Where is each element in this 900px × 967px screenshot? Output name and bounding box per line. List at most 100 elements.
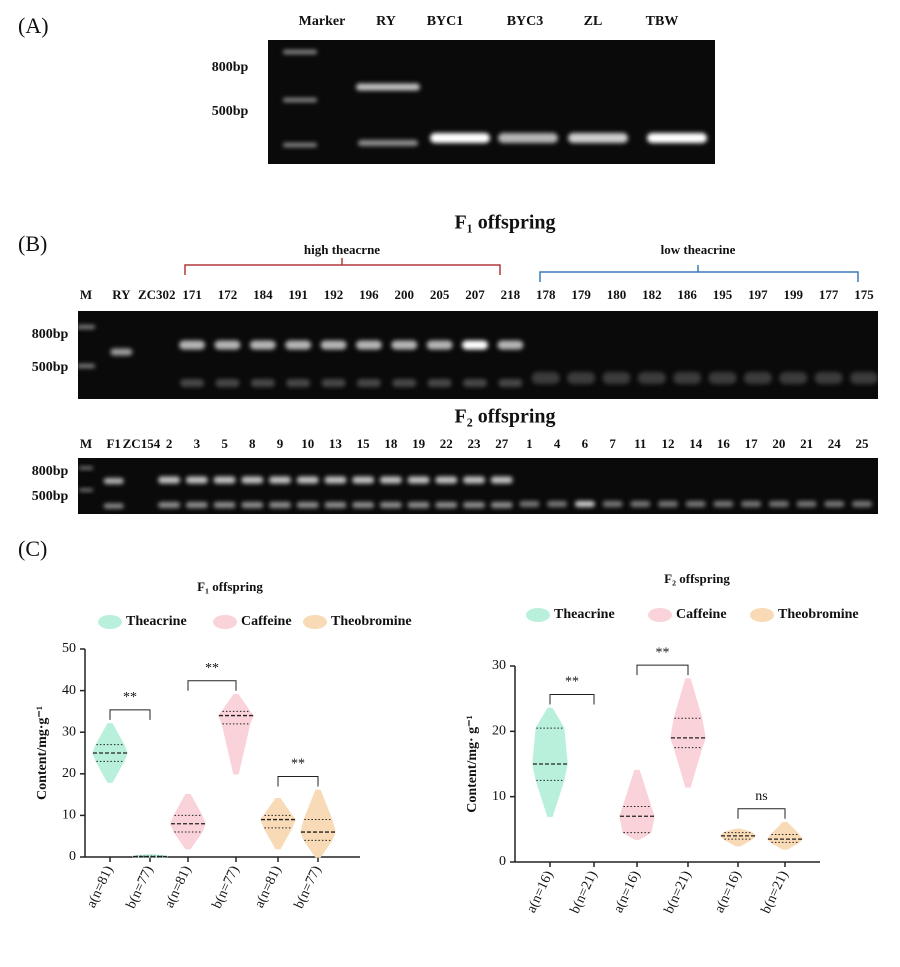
- group-bracket: [184, 258, 501, 275]
- gel-band: [435, 476, 458, 484]
- x-tick-label: b(n=21): [662, 868, 695, 916]
- legend-label: Theobromine: [331, 614, 412, 629]
- gel-band: [320, 340, 347, 350]
- y-tick-label: 20: [492, 724, 506, 739]
- gel-band: [103, 503, 124, 509]
- gel-band: [435, 502, 458, 508]
- x-tick-label: a(n=16): [524, 868, 557, 915]
- gel-band: [850, 372, 878, 384]
- gel-band: [685, 501, 706, 507]
- gel-band: [213, 502, 236, 508]
- lane-label: 197: [748, 287, 768, 302]
- panel-label: (B): [18, 231, 47, 256]
- lane-label: 15: [357, 436, 371, 451]
- lane-label: 205: [430, 287, 450, 302]
- x-tick-label: b(n=77): [292, 863, 325, 911]
- chart-title: F₁ offspring: [197, 579, 263, 594]
- gel-band: [358, 140, 418, 146]
- group-label: high theacrne: [304, 242, 380, 257]
- panel-label: (A): [18, 13, 49, 38]
- y-tick-label: 0: [69, 849, 76, 864]
- gel-band: [407, 502, 430, 508]
- legend-label: Theacrine: [126, 614, 187, 629]
- lane-label: 171: [182, 287, 202, 302]
- legend-label: Theobromine: [778, 607, 859, 622]
- lane-label: 200: [395, 287, 415, 302]
- y-tick-label: 0: [499, 854, 506, 869]
- gel-band: [852, 501, 872, 507]
- gel-band: [779, 372, 808, 384]
- y-axis-label: Content/mg·g⁻¹: [35, 706, 50, 800]
- group-bracket: [539, 265, 859, 282]
- lane-label: ZL: [584, 14, 603, 29]
- violin: [619, 769, 655, 840]
- legend-swatch: [526, 608, 550, 622]
- lane-label: M: [80, 287, 92, 302]
- y-axis-label: Content/mg· g⁻¹: [465, 715, 480, 813]
- lane-label: 21: [800, 436, 813, 451]
- gel-band: [356, 379, 381, 387]
- y-tick-label: 30: [492, 658, 506, 673]
- y-tick-label: 10: [492, 789, 506, 804]
- lane-label: 178: [536, 287, 556, 302]
- gel-band: [285, 340, 312, 350]
- size-label: 500bp: [212, 104, 249, 119]
- lane-label: ZC154: [123, 436, 161, 451]
- significance-bracket: [187, 680, 237, 691]
- gel-band: [768, 501, 789, 507]
- lane-label: 7: [609, 436, 616, 451]
- x-tick-label: b(n=77): [210, 863, 243, 911]
- lane-label: 177: [819, 287, 839, 302]
- gel-band: [602, 501, 623, 507]
- size-label: 800bp: [212, 60, 249, 75]
- lane-label: 196: [359, 287, 379, 302]
- lane-label: BYC1: [427, 14, 464, 29]
- violin: [767, 822, 803, 850]
- lane-label: 179: [571, 287, 591, 302]
- gel-band: [185, 476, 208, 484]
- lane-label: 16: [717, 436, 731, 451]
- gel-band: [796, 501, 817, 507]
- lane-label: 186: [677, 287, 697, 302]
- size-label: 800bp: [32, 327, 69, 342]
- gel-band: [498, 133, 558, 143]
- y-tick-label: 40: [62, 683, 76, 698]
- gel-band: [463, 476, 485, 484]
- lane-label: 17: [745, 436, 759, 451]
- gel-band: [498, 379, 523, 387]
- x-tick-label: a(n=16): [611, 868, 644, 915]
- gel-band: [321, 379, 346, 387]
- gel-band: [110, 348, 133, 356]
- gel-title: F₂ offspring: [455, 406, 556, 428]
- gel-band: [355, 340, 382, 350]
- lane-label: 22: [440, 436, 453, 451]
- lane-label: 23: [468, 436, 482, 451]
- lane-label: 2: [166, 436, 173, 451]
- significance-label: ns: [755, 789, 767, 804]
- lane-label: 8: [249, 436, 256, 451]
- gel-band: [647, 133, 707, 143]
- gel-band: [79, 488, 93, 492]
- gel-band: [77, 364, 95, 368]
- size-label: 500bp: [32, 360, 69, 375]
- gel: [268, 40, 715, 164]
- gel-band: [567, 372, 596, 384]
- lane-label: 10: [301, 436, 314, 451]
- lane-label: 180: [607, 287, 627, 302]
- lane-label: 191: [288, 287, 308, 302]
- lane-label: 184: [253, 287, 273, 302]
- lane-label: 27: [495, 436, 509, 451]
- gel-band: [352, 476, 375, 484]
- lane-label: RY: [112, 287, 131, 302]
- gel-band: [379, 502, 402, 508]
- gel-band: [814, 372, 843, 384]
- gel-band: [379, 476, 402, 484]
- legend-swatch: [648, 608, 672, 622]
- gel-band: [158, 476, 181, 484]
- lane-label: 182: [642, 287, 662, 302]
- gel-band: [741, 501, 762, 507]
- gel-band: [463, 502, 485, 508]
- gel-band: [214, 340, 241, 350]
- lane-label: RY: [376, 14, 396, 29]
